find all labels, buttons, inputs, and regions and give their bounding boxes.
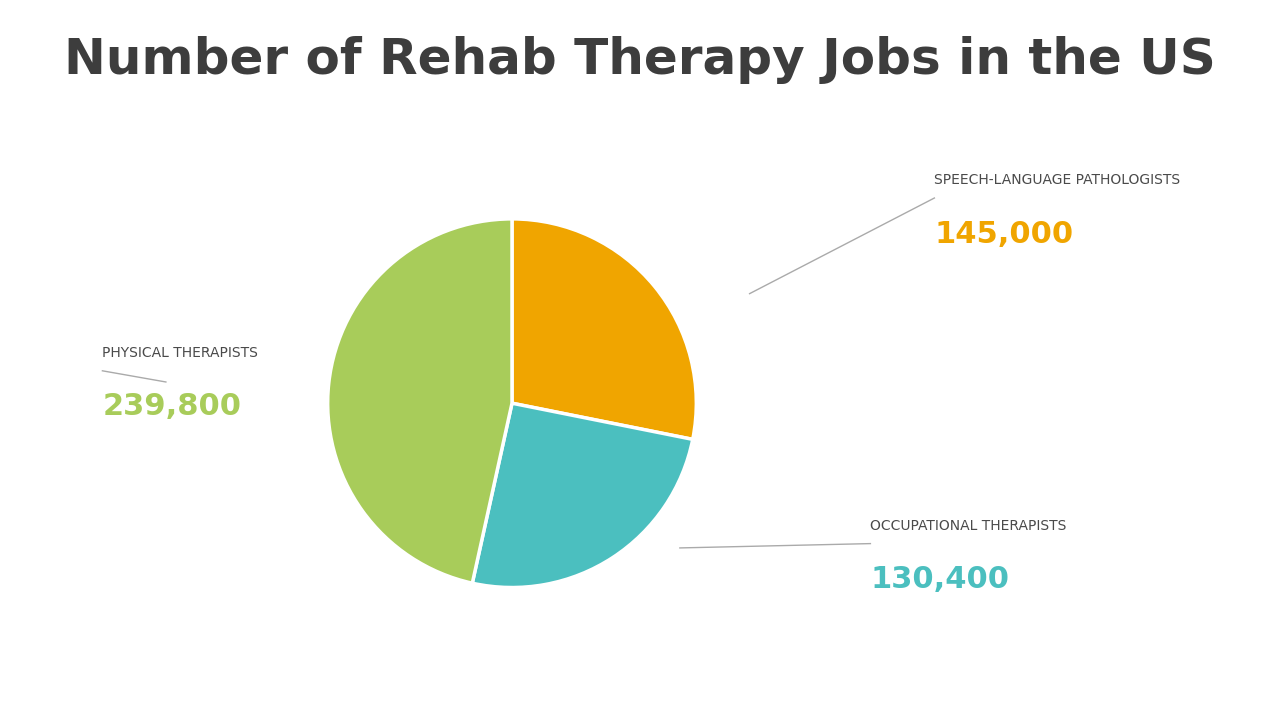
Text: PHYSICAL THERAPISTS: PHYSICAL THERAPISTS: [102, 346, 259, 360]
Text: SPEECH-LANGUAGE PATHOLOGISTS: SPEECH-LANGUAGE PATHOLOGISTS: [934, 174, 1180, 187]
Wedge shape: [512, 219, 696, 439]
Text: Number of Rehab Therapy Jobs in the US: Number of Rehab Therapy Jobs in the US: [64, 36, 1216, 84]
Text: 239,800: 239,800: [102, 392, 242, 421]
Text: 130,400: 130,400: [870, 565, 1010, 594]
Wedge shape: [472, 403, 692, 588]
Text: 145,000: 145,000: [934, 220, 1074, 248]
Wedge shape: [328, 219, 512, 583]
Text: OCCUPATIONAL THERAPISTS: OCCUPATIONAL THERAPISTS: [870, 519, 1066, 533]
